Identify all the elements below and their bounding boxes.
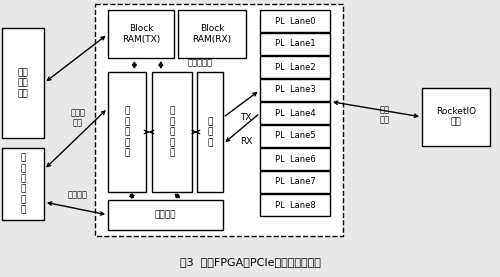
Bar [260, 171, 330, 193]
Text: 物
理
层: 物 理 层 [208, 117, 212, 147]
Text: 管理接口: 管理接口 [68, 191, 88, 199]
Bar [260, 10, 330, 32]
Text: 时钟
复位
模块: 时钟 复位 模块 [18, 68, 28, 98]
Text: PL  Lane3: PL Lane3 [274, 86, 316, 94]
Text: PL  Lane7: PL Lane7 [274, 178, 316, 186]
Text: 配置空间: 配置空间 [155, 211, 176, 219]
Text: 传
输
协
议
层: 传 输 协 议 层 [124, 107, 130, 157]
Bar [178, 10, 246, 58]
Bar [2, 28, 44, 138]
Text: PL  Lane4: PL Lane4 [274, 109, 316, 117]
Bar [260, 194, 330, 216]
Text: PL  Lane2: PL Lane2 [274, 63, 316, 71]
Text: 数
据
链
路
层: 数 据 链 路 层 [170, 107, 174, 157]
Text: 用
户
程
序
接
口: 用 户 程 序 接 口 [20, 153, 25, 214]
Bar [152, 72, 192, 192]
Bar [260, 79, 330, 101]
Bar [260, 125, 330, 147]
Bar [260, 102, 330, 124]
Bar [108, 200, 223, 230]
Text: 传输
接口: 传输 接口 [380, 105, 390, 125]
Bar [197, 72, 223, 192]
Bar [260, 148, 330, 170]
Text: PL  Lane6: PL Lane6 [274, 155, 316, 163]
Bar [108, 72, 146, 192]
Text: Block
RAM(RX): Block RAM(RX) [192, 24, 232, 44]
Bar [260, 33, 330, 55]
Text: RocketIO
接口: RocketIO 接口 [436, 107, 476, 127]
Text: Block
RAM(TX): Block RAM(TX) [122, 24, 160, 44]
Bar [95, 4, 343, 236]
Text: Virtex-5 PCIe Block: Virtex-5 PCIe Block [186, 0, 272, 2]
Bar [260, 56, 330, 78]
Text: 存储器接口: 存储器接口 [188, 58, 212, 68]
Text: 图3  基于FPGA的PCIe控制核设计原理: 图3 基于FPGA的PCIe控制核设计原理 [180, 257, 320, 267]
Bar [2, 148, 44, 220]
Text: 协议层
接口: 协议层 接口 [70, 108, 86, 128]
Text: PL  Lane0: PL Lane0 [274, 17, 316, 25]
Text: PL  Lane5: PL Lane5 [274, 132, 316, 140]
Text: PL  Lane8: PL Lane8 [274, 201, 316, 209]
Text: RX: RX [240, 137, 252, 147]
Bar [108, 10, 174, 58]
Bar [422, 88, 490, 146]
Text: PL  Lane1: PL Lane1 [274, 40, 316, 48]
Text: TX: TX [240, 114, 252, 122]
